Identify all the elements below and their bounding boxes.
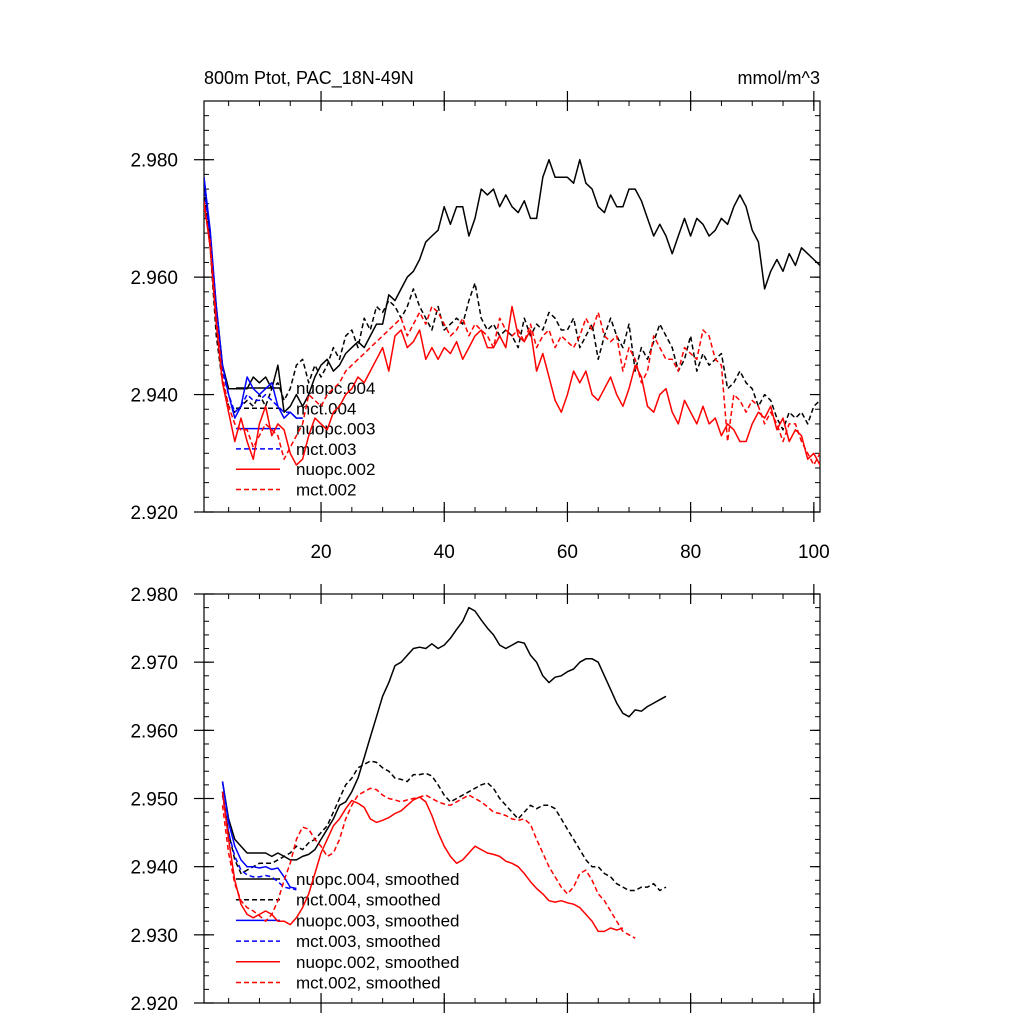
x-tick-label: 100 xyxy=(798,542,830,563)
series-line-mct-003 xyxy=(204,183,303,419)
series-line-nuopc-003 xyxy=(204,177,303,419)
legend-label: nuopc.003, smoothed xyxy=(296,911,460,930)
y-tick-label: 2.940 xyxy=(130,386,178,407)
series-line-mct-003-smoothed xyxy=(221,794,297,891)
legend-label: nuopc.004, smoothed xyxy=(296,870,460,889)
legend-label: mct.002, smoothed xyxy=(296,974,441,993)
y-tick-label: 2.980 xyxy=(130,585,178,606)
legend-label: mct.002 xyxy=(296,481,356,500)
y-tick-label: 2.940 xyxy=(130,858,178,879)
series-line-nuopc-002-smoothed xyxy=(221,791,624,933)
y-tick-label: 2.970 xyxy=(130,653,178,674)
legend-label: nuopc.002 xyxy=(296,460,375,479)
series-line-mct-002 xyxy=(204,206,820,466)
series-line-nuopc-003-smoothed xyxy=(221,781,297,890)
y-tick-label: 2.960 xyxy=(130,721,178,742)
series-line-mct-002-smoothed xyxy=(221,787,636,939)
legend-label: mct.003, smoothed xyxy=(296,932,441,951)
y-tick-label: 2.920 xyxy=(130,994,178,1015)
legend-label: nuopc.004 xyxy=(296,379,375,398)
units-label: mmol/m^3 xyxy=(738,68,820,88)
legend-label: mct.004, smoothed xyxy=(296,891,441,910)
y-tick-label: 2.930 xyxy=(130,926,178,947)
series-line-mct-004-smoothed xyxy=(221,760,667,892)
series-line-mct-004 xyxy=(204,189,820,431)
x-tick-label: 80 xyxy=(680,542,701,563)
series-line-nuopc-004 xyxy=(204,158,820,413)
y-tick-label: 2.980 xyxy=(130,151,178,172)
series-line-nuopc-002 xyxy=(204,200,820,467)
y-tick-label: 2.960 xyxy=(130,268,178,289)
chart-title: 800m Ptot, PAC_18N-49N xyxy=(204,68,414,89)
legend-label: nuopc.002, smoothed xyxy=(296,953,460,972)
series-line-nuopc-004-smoothed xyxy=(221,606,667,861)
y-tick-label: 2.950 xyxy=(130,790,178,811)
y-tick-label: 2.920 xyxy=(130,503,178,524)
x-tick-label: 60 xyxy=(557,542,578,563)
legend-label: nuopc.003 xyxy=(296,420,375,439)
x-tick-label: 40 xyxy=(434,542,455,563)
x-tick-label: 20 xyxy=(310,542,331,563)
legend-label: mct.003 xyxy=(296,440,356,459)
